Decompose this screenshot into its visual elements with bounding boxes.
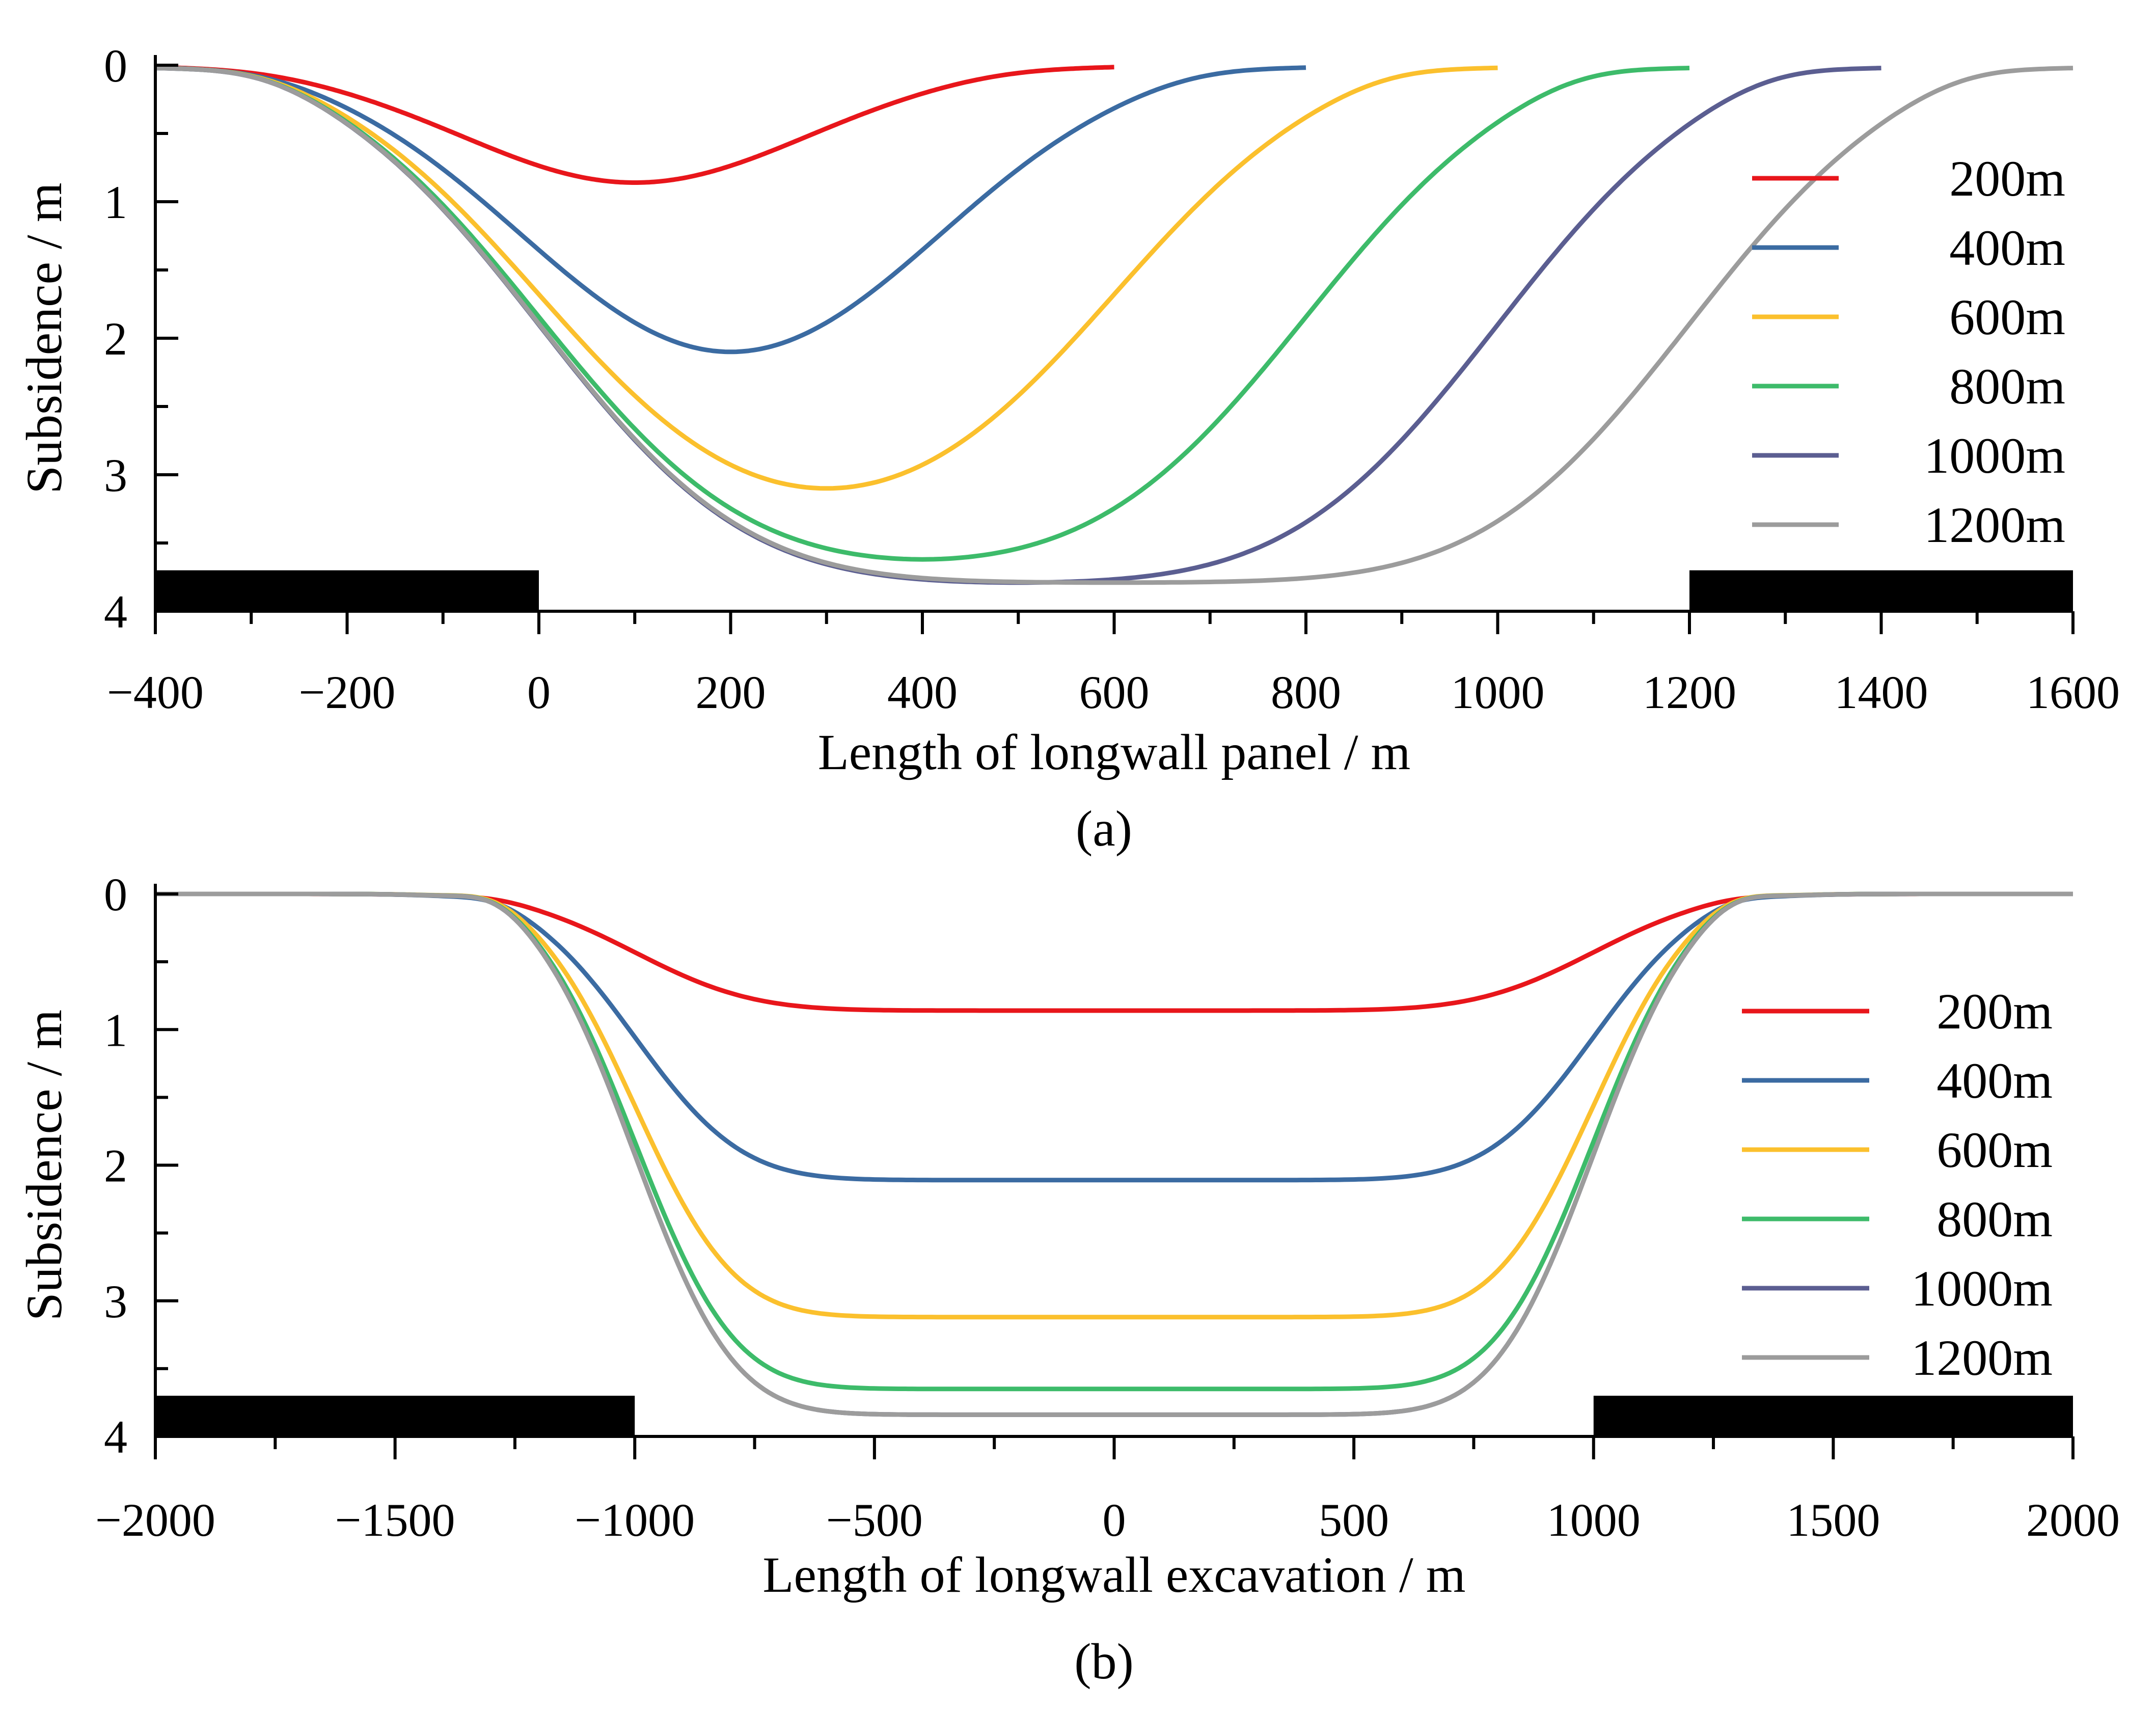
legend-label-200m: 200m [1936, 983, 2053, 1040]
legend-label-1000m: 1000m [1911, 1260, 2053, 1317]
x-tick-label: 800 [1271, 666, 1341, 718]
x-tick-label: 2000 [2026, 1494, 2120, 1546]
x-axis-title: Length of longwall excavation / m [762, 1546, 1465, 1603]
y-tick-label: 1 [104, 1004, 127, 1056]
y-tick-label: 0 [104, 40, 127, 92]
y-tick-label: 2 [104, 1140, 127, 1192]
chart-b: −2000 −1500 −1000 −500 0 500 1000 1500 2000 0 1 2 3 4… [16, 868, 2120, 1690]
x-tick-label: 1000 [1451, 666, 1545, 718]
series-line-200m [155, 891, 2073, 1013]
x-tick-label: 1200 [1643, 666, 1736, 718]
y-tick-label: 4 [104, 1411, 127, 1463]
chart-caption: (b) [1074, 1633, 1134, 1690]
legend-label-400m: 400m [1936, 1052, 2053, 1109]
legend-label-600m: 600m [1949, 289, 2065, 345]
pillar-bar-0 [155, 1396, 635, 1436]
series-line-1200m [155, 891, 2073, 1417]
x-tick-label: 0 [527, 666, 551, 718]
legend-label-800m: 800m [1936, 1191, 2053, 1247]
series-line-1000m [155, 66, 1881, 585]
x-tick-label: 1000 [1547, 1494, 1641, 1546]
legend-label-200m: 200m [1949, 150, 2065, 207]
y-axis-title: Subsidence / m [16, 182, 72, 494]
x-tick-label: −2000 [95, 1494, 215, 1546]
x-tick-label: 0 [1103, 1494, 1126, 1546]
y-tick-label: 4 [104, 586, 127, 638]
series-line-600m [155, 65, 1498, 491]
y-tick-label: 0 [104, 868, 127, 920]
x-tick-label: 600 [1079, 666, 1150, 718]
x-tick-label: −500 [826, 1494, 923, 1546]
chart-caption: (a) [1076, 800, 1132, 857]
pillar-bar-1 [1593, 1396, 2073, 1436]
x-tick-label: 1400 [1835, 666, 1928, 718]
x-tick-label: 400 [887, 666, 958, 718]
legend-label-1200m: 1200m [1924, 497, 2065, 553]
legend-label-1200m: 1200m [1911, 1329, 2053, 1386]
x-tick-label: 200 [696, 666, 766, 718]
x-tick-label: −1000 [575, 1494, 695, 1546]
x-tick-label: −400 [107, 666, 204, 718]
x-tick-label: 1500 [1786, 1494, 1880, 1546]
y-tick-label: 3 [104, 449, 127, 501]
chart-a: −400 −200 0 200 400 600 800 1000 1200 1400 1600012… [16, 40, 2120, 857]
x-tick-label: 1600 [2026, 666, 2120, 718]
legend-label-800m: 800m [1949, 358, 2065, 415]
pillar-bar-0 [155, 570, 539, 611]
series-line-200m [155, 65, 1114, 185]
y-tick-label: 3 [104, 1275, 127, 1327]
series-line-1000m [155, 891, 2073, 1417]
x-tick-label: −200 [299, 666, 396, 718]
x-axis-title: Length of longwall panel / m [818, 724, 1411, 780]
x-tick-label: −1500 [335, 1494, 455, 1546]
series-line-800m [155, 891, 2073, 1392]
legend-label-600m: 600m [1936, 1122, 2053, 1178]
y-tick-label: 2 [104, 313, 127, 365]
pillar-bar-1 [1689, 570, 2073, 611]
legend-label-400m: 400m [1949, 220, 2065, 276]
series-line-400m [155, 891, 2073, 1183]
series-line-1200m [155, 66, 2073, 585]
y-axis-title: Subsidence / m [16, 1010, 72, 1321]
x-tick-label: 500 [1319, 1494, 1389, 1546]
y-tick-label: 1 [104, 176, 127, 228]
series-line-400m [155, 65, 1306, 355]
series-line-600m [155, 891, 2073, 1320]
legend-label-1000m: 1000m [1924, 427, 2065, 484]
